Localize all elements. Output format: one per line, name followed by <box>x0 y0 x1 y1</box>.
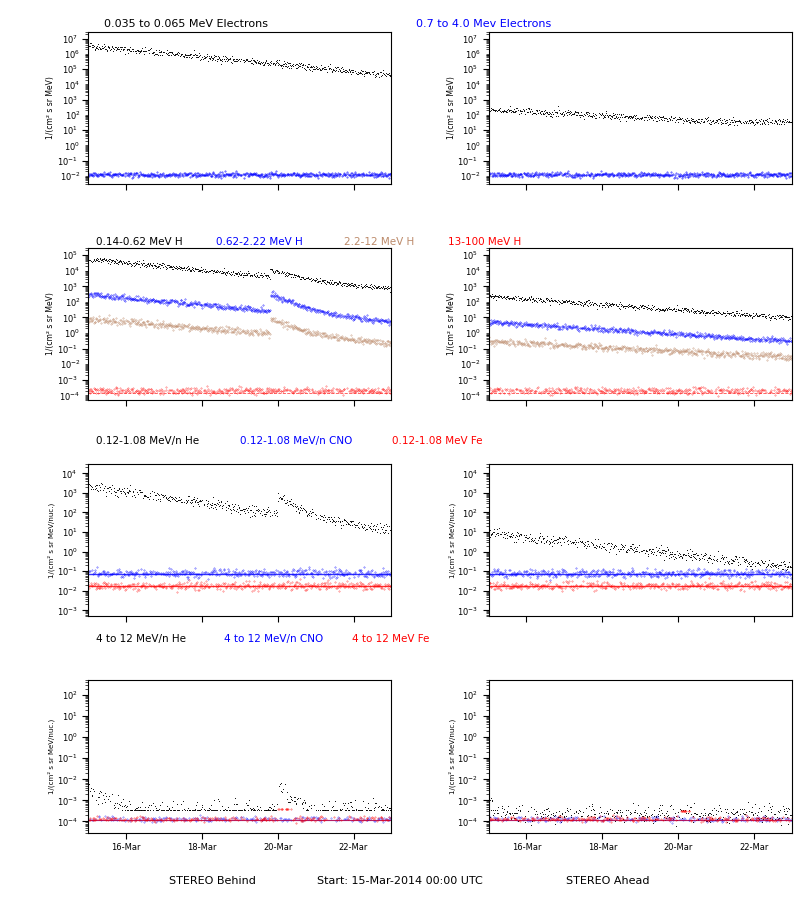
Text: 0.12-1.08 MeV/n He: 0.12-1.08 MeV/n He <box>96 436 199 446</box>
Y-axis label: 1/(cm² s sr MeV/nuc.): 1/(cm² s sr MeV/nuc.) <box>448 719 456 794</box>
Text: 13-100 MeV H: 13-100 MeV H <box>448 237 522 247</box>
Text: 0.14-0.62 MeV H: 0.14-0.62 MeV H <box>96 237 182 247</box>
Y-axis label: 1/(cm² s sr MeV/nuc.): 1/(cm² s sr MeV/nuc.) <box>48 502 55 578</box>
Text: 2.2-12 MeV H: 2.2-12 MeV H <box>344 237 414 247</box>
Text: 0.62-2.22 MeV H: 0.62-2.22 MeV H <box>216 237 302 247</box>
Text: STEREO Behind: STEREO Behind <box>169 877 255 886</box>
Text: 0.7 to 4.0 Mev Electrons: 0.7 to 4.0 Mev Electrons <box>416 19 551 29</box>
Text: 4 to 12 MeV Fe: 4 to 12 MeV Fe <box>352 634 430 644</box>
Y-axis label: 1/(cm² s sr MeV): 1/(cm² s sr MeV) <box>447 76 456 140</box>
Text: 0.12-1.08 MeV Fe: 0.12-1.08 MeV Fe <box>392 436 482 446</box>
Text: 4 to 12 MeV/n CNO: 4 to 12 MeV/n CNO <box>224 634 323 644</box>
Text: STEREO Ahead: STEREO Ahead <box>566 877 650 886</box>
Text: 0.035 to 0.065 MeV Electrons: 0.035 to 0.065 MeV Electrons <box>104 19 268 29</box>
Y-axis label: 1/(cm² s sr MeV/nuc.): 1/(cm² s sr MeV/nuc.) <box>48 719 55 794</box>
Text: Start: 15-Mar-2014 00:00 UTC: Start: 15-Mar-2014 00:00 UTC <box>317 877 483 886</box>
Y-axis label: 1/(cm² s sr MeV/nuc.): 1/(cm² s sr MeV/nuc.) <box>448 502 456 578</box>
Text: 0.12-1.08 MeV/n CNO: 0.12-1.08 MeV/n CNO <box>240 436 352 446</box>
Text: 4 to 12 MeV/n He: 4 to 12 MeV/n He <box>96 634 186 644</box>
Y-axis label: 1/(cm² s sr MeV): 1/(cm² s sr MeV) <box>46 76 55 140</box>
Y-axis label: 1/(cm² s sr MeV): 1/(cm² s sr MeV) <box>46 292 55 356</box>
Y-axis label: 1/(cm² s sr MeV): 1/(cm² s sr MeV) <box>446 292 456 356</box>
